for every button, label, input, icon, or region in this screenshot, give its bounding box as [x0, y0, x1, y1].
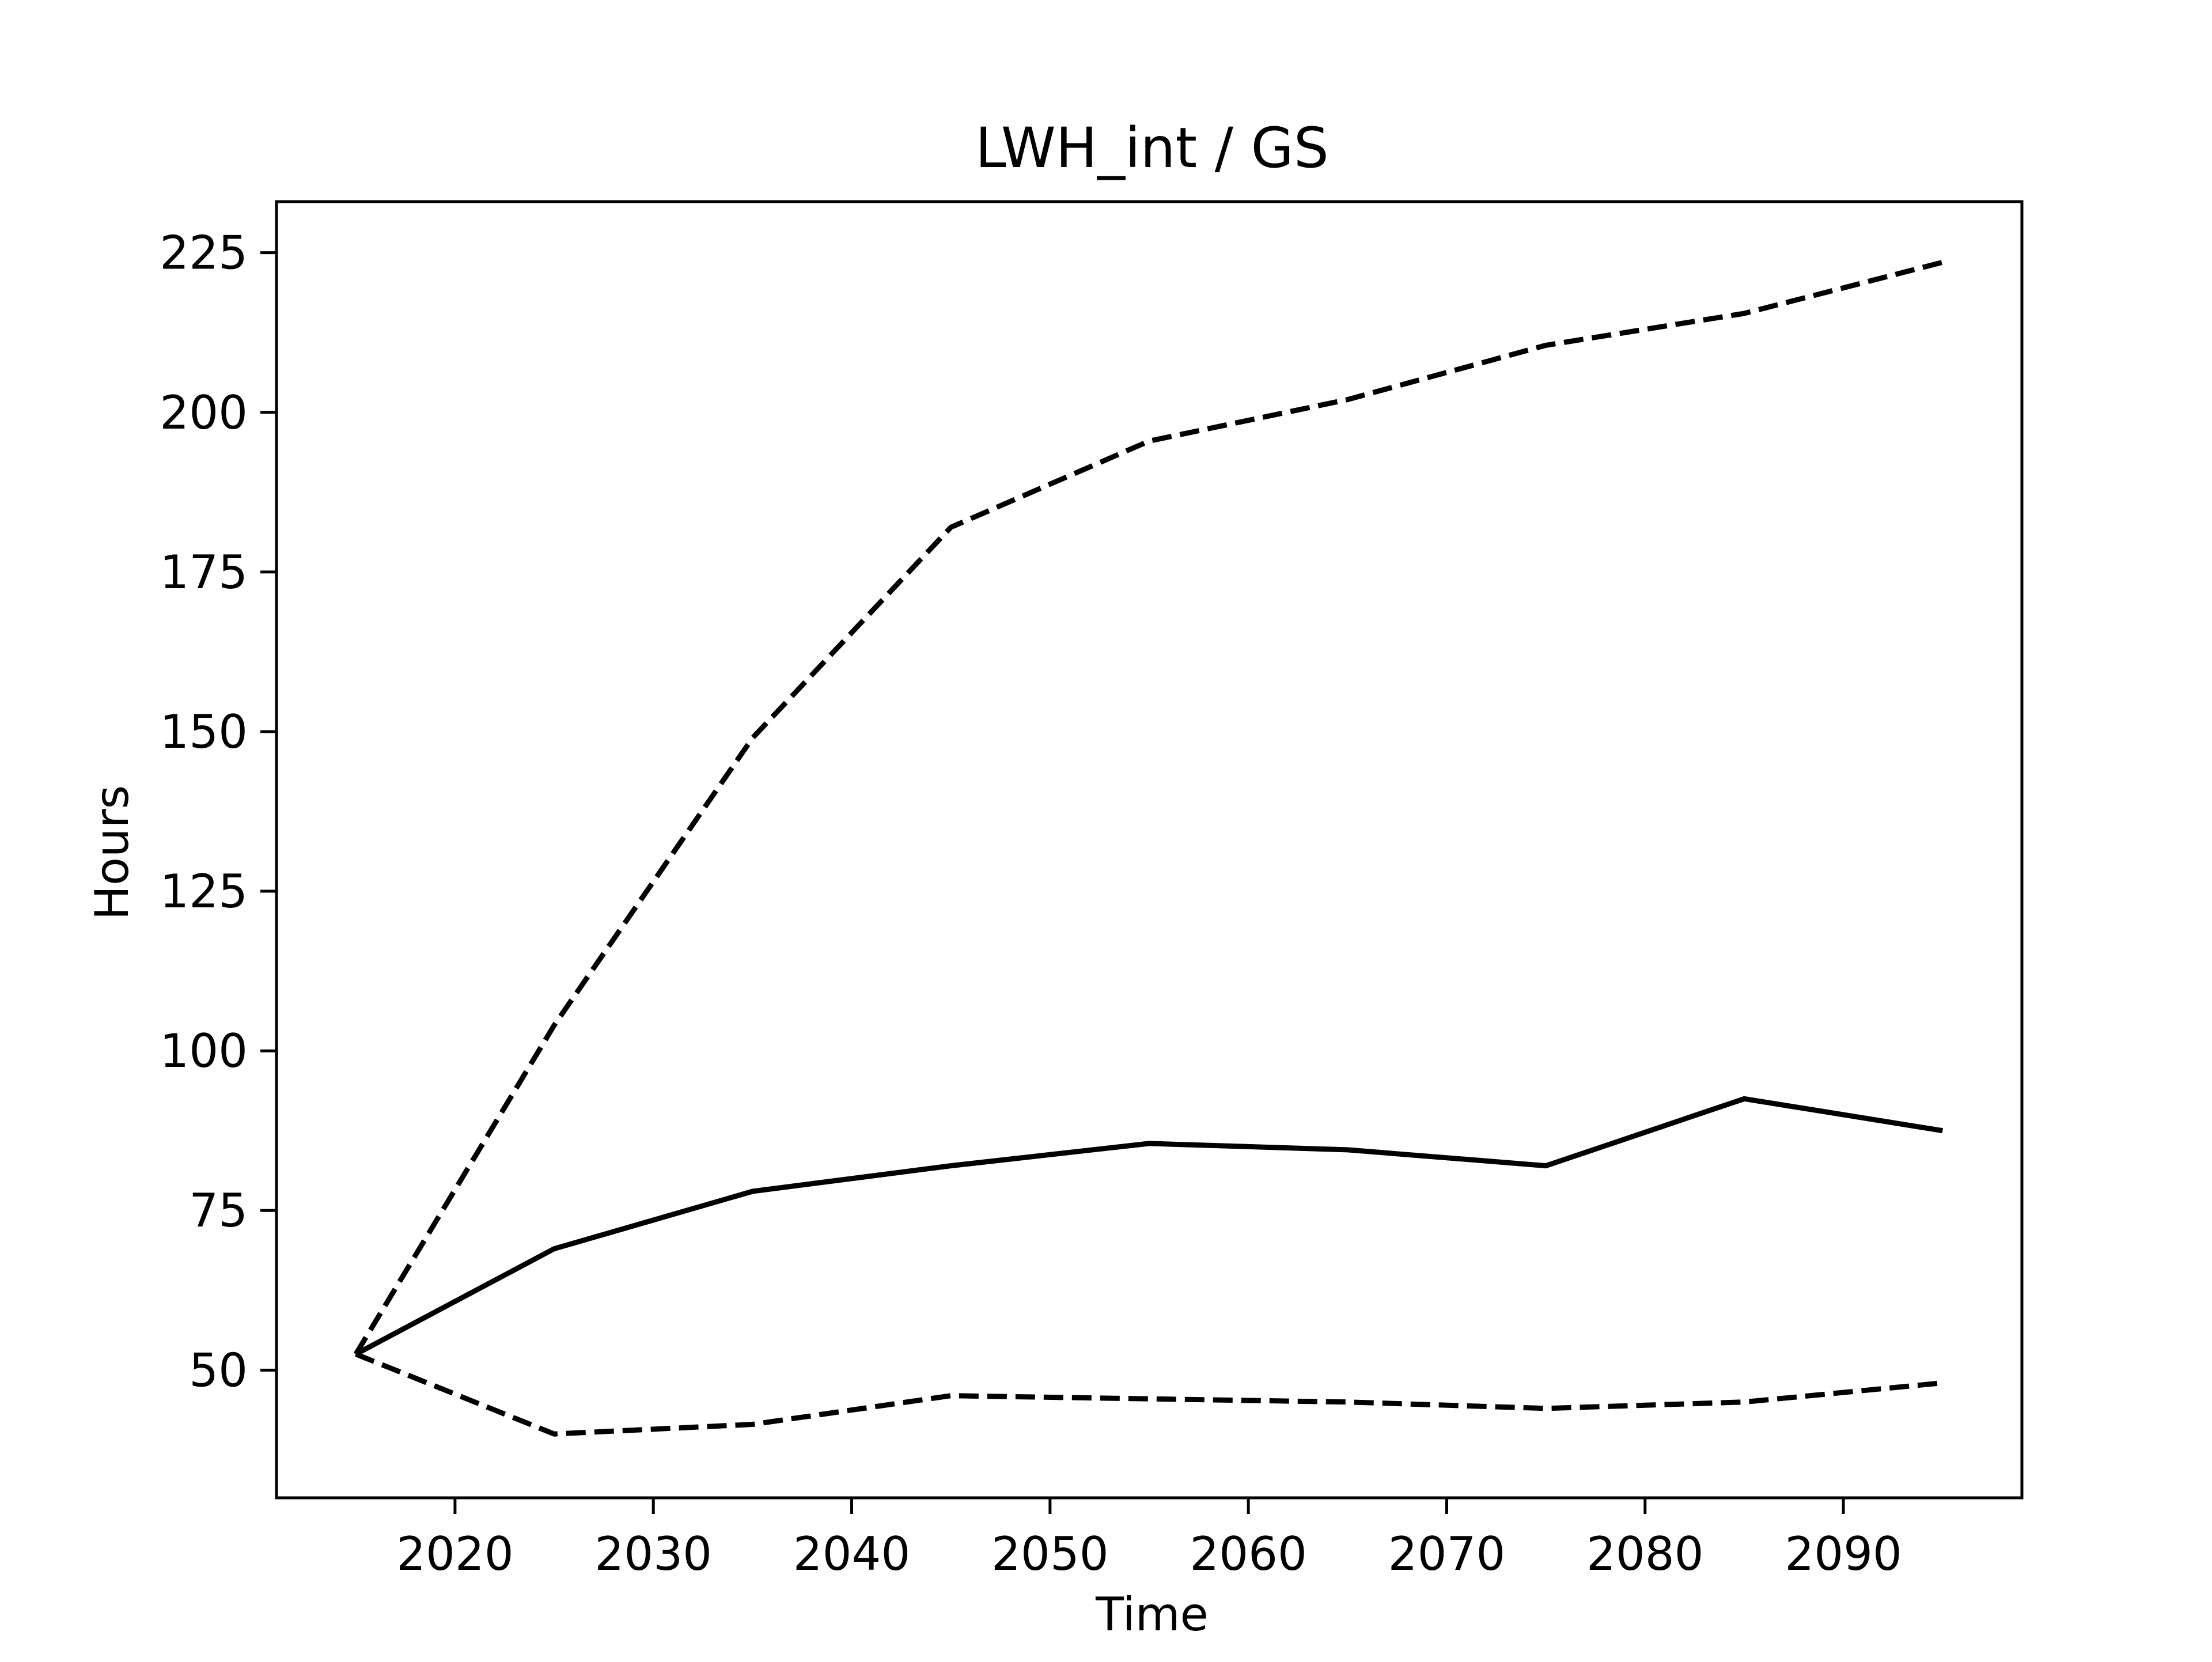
y-tick-label: 225	[160, 226, 248, 280]
x-tick-label: 2040	[793, 1527, 911, 1581]
median-solid-series-line	[354, 1096, 1944, 1357]
series-layer	[353, 259, 1944, 1437]
x-tick-label: 2060	[1190, 1527, 1307, 1581]
y-tick-label: 50	[189, 1343, 248, 1397]
upper-dashed-series-line	[353, 259, 1944, 1356]
chart-title: LWH_int / GS	[975, 116, 1329, 180]
x-tick-label: 2070	[1388, 1527, 1506, 1581]
plot-frame	[275, 200, 2024, 1500]
x-tick-label: 2020	[396, 1527, 514, 1581]
x-axis-ticks: 2020 2030 2040 2050 2060 2070 2080 2090	[396, 1498, 1902, 1581]
y-tick-label: 150	[160, 705, 248, 759]
y-axis-label: Hours	[85, 785, 139, 920]
x-tick-label: 2090	[1785, 1527, 1902, 1581]
y-axis-ticks: 50 75 100 125 150 175 200 225	[160, 226, 276, 1397]
lower-dashed-series-line	[355, 1351, 1943, 1437]
y-tick-label: 75	[189, 1184, 248, 1237]
x-tick-label: 2050	[991, 1527, 1109, 1581]
x-axis-label: Time	[1095, 1588, 1209, 1641]
x-tick-label: 2080	[1586, 1527, 1704, 1581]
y-tick-label: 175	[160, 546, 248, 599]
y-tick-label: 100	[160, 1024, 248, 1078]
x-tick-label: 2030	[594, 1527, 712, 1581]
y-tick-label: 125	[160, 865, 248, 918]
y-tick-label: 200	[160, 386, 248, 440]
